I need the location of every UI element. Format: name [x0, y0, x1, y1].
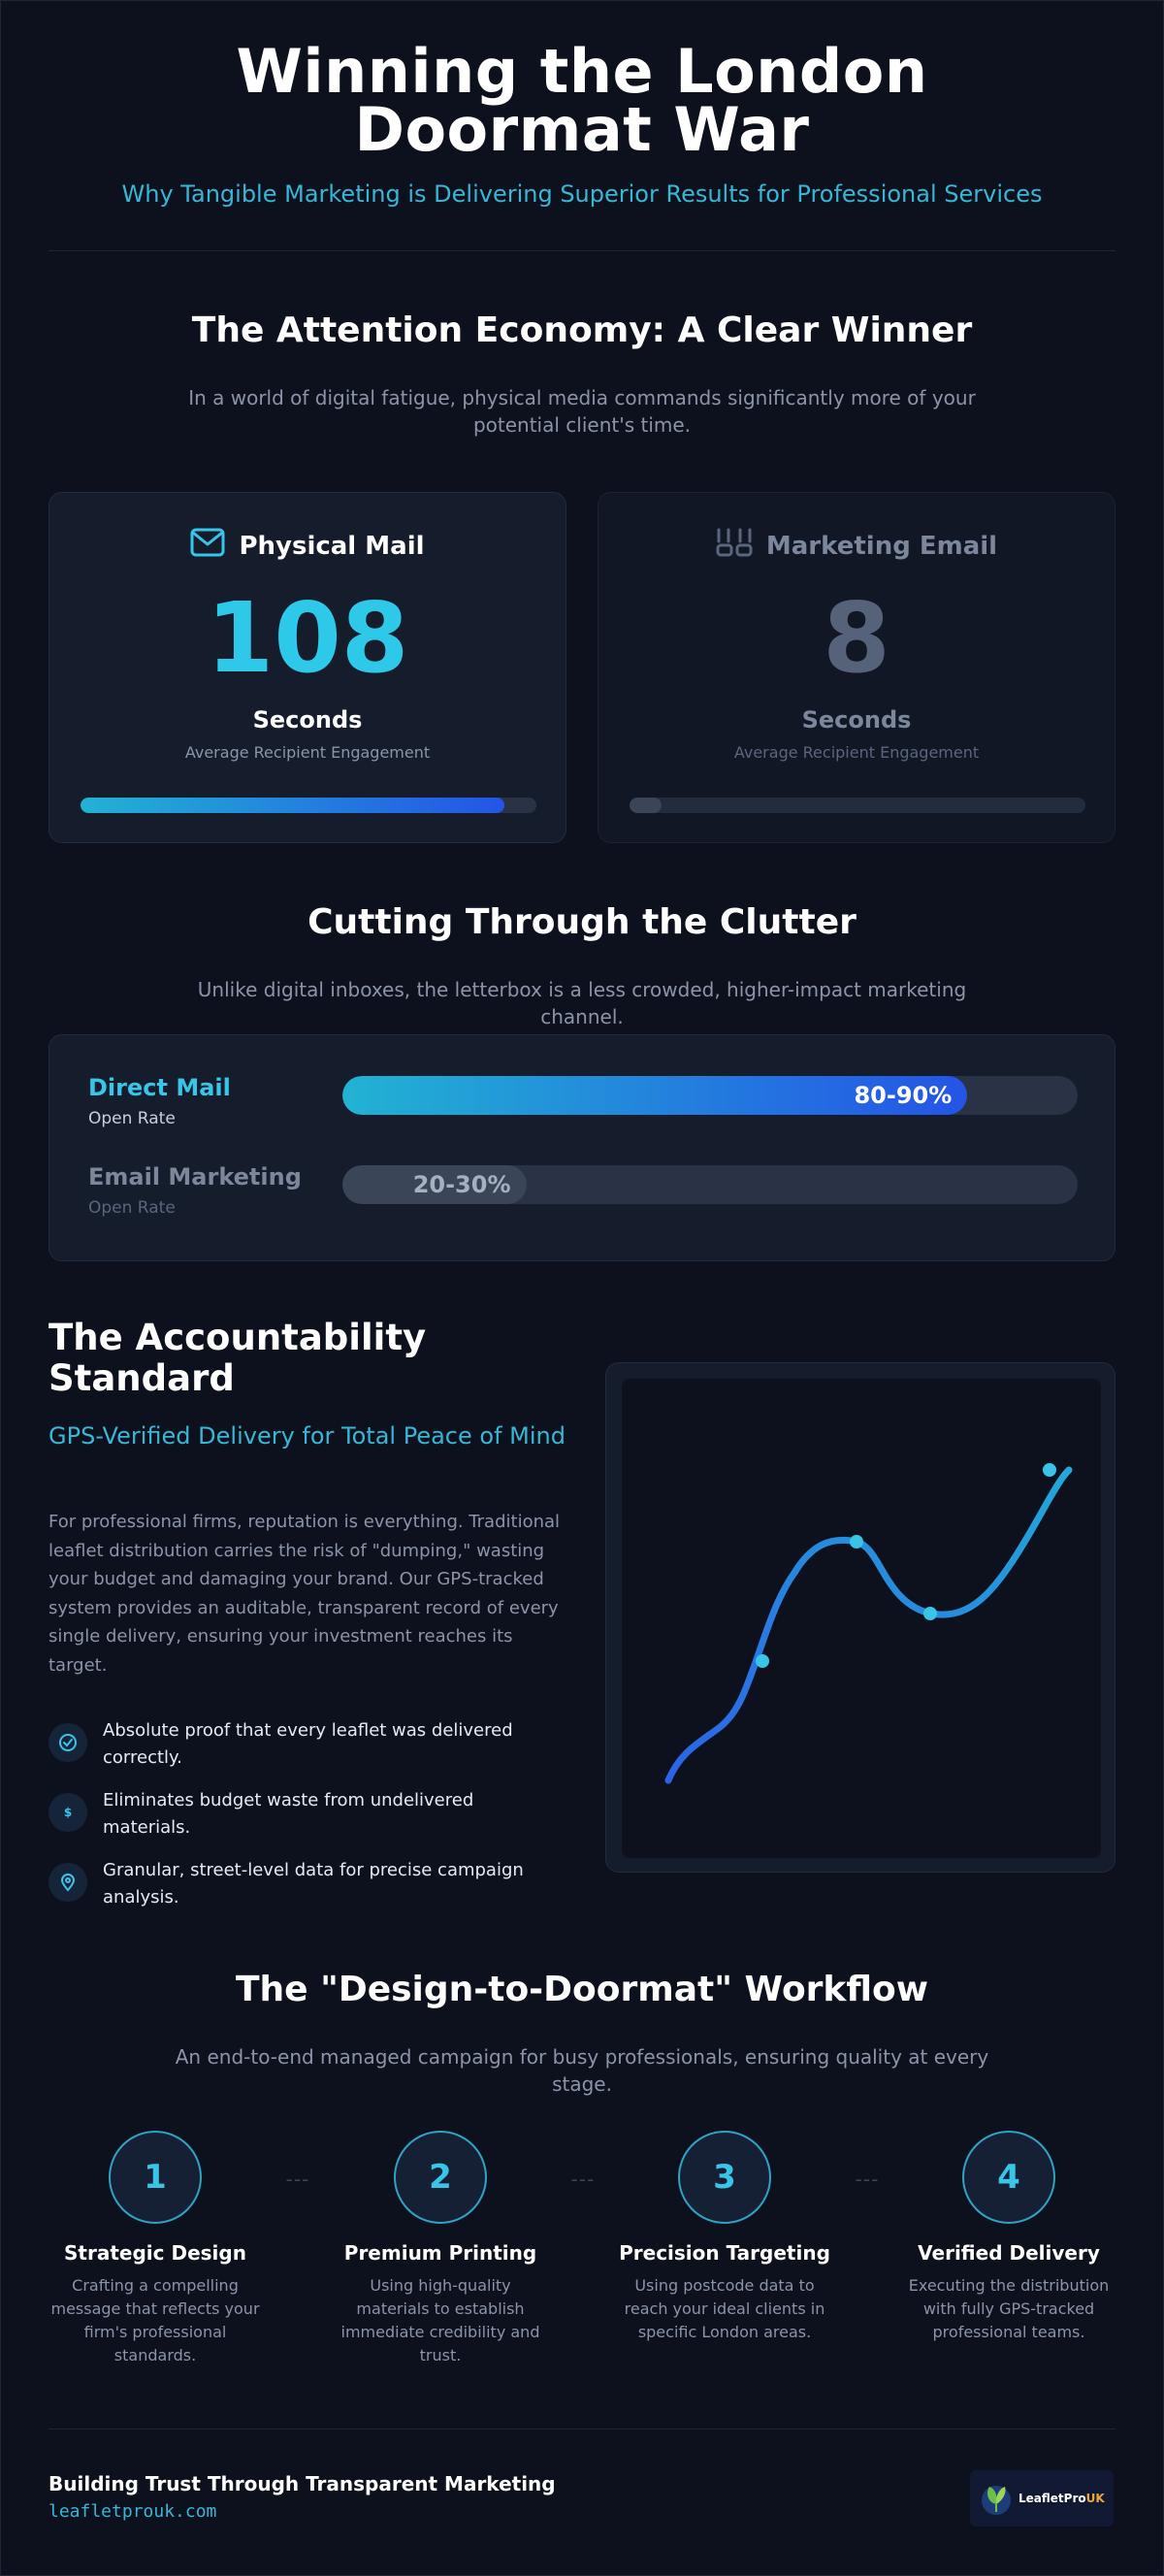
accountability-body: For professional firms, reputation is ev…	[48, 1512, 561, 1676]
bullet-proof: Absolute proof that every leaflet was de…	[48, 1717, 572, 1776]
attention-subtitle: In a world of digital fatigue, physical …	[188, 386, 976, 437]
page-title: Winning the London Doormat War	[236, 36, 928, 165]
engagement-bar	[630, 798, 1085, 813]
card-unit: Seconds	[801, 706, 912, 734]
footer-title: Building Trust Through Transparent Marke…	[48, 2472, 556, 2495]
page-subtitle: Why Tangible Marketing is Delivering Sup…	[121, 180, 1043, 208]
rate-bar: 20-30%	[342, 1165, 1078, 1204]
mail-icon	[190, 528, 225, 564]
step-name: Premium Printing	[343, 2241, 537, 2265]
brand-logo[interactable]: LeafletProUK	[970, 2470, 1114, 2527]
step-name: Precision Targeting	[619, 2241, 830, 2265]
route-point	[923, 1607, 937, 1620]
bullet-text: Absolute proof that every leaflet was de…	[103, 1720, 513, 1768]
inbox-icon	[716, 528, 753, 564]
step-description: Crafting a compelling message that refle…	[50, 2276, 260, 2364]
rate-row-direct-mail: Direct Mail Open Rate 80-90%	[88, 1074, 1078, 1132]
card-caption: Average Recipient Engagement	[733, 743, 980, 762]
bullet-text: Granular, street-level data for precise …	[103, 1860, 524, 1908]
rate-subtitle: Open Rate	[88, 1198, 176, 1218]
card-label: Physical Mail	[239, 531, 425, 561]
step-connector: ---	[855, 2168, 880, 2191]
accountability-title: The Accountability Standard	[48, 1317, 427, 1399]
leaf-logo-icon	[982, 2486, 1011, 2515]
rate-row-email: Email Marketing Open Rate 20-30%	[88, 1163, 1078, 1222]
workflow-title: The "Design-to-Doormat" Workflow	[235, 1970, 929, 2009]
card-label: Marketing Email	[765, 531, 998, 561]
step-number: 3	[678, 2131, 771, 2224]
logo-text: LeafletProUK	[1018, 2493, 1105, 2504]
card-header: Physical Mail	[49, 528, 566, 564]
rate-name: Direct Mail	[88, 1074, 231, 1101]
physical-mail-card: Physical Mail 108 Seconds Average Recipi…	[48, 492, 566, 843]
logo-suffix: UK	[1085, 2492, 1105, 2505]
footer-link[interactable]: leafletprouk.com	[48, 2501, 217, 2522]
step-name: Verified Delivery	[918, 2241, 1100, 2265]
route-point	[756, 1654, 769, 1668]
divider	[48, 250, 1116, 251]
card-value: 8	[823, 581, 890, 695]
engagement-bar-fill	[81, 798, 505, 813]
rate-bar: 80-90%	[342, 1076, 1078, 1115]
step-description: Using postcode data to reach your ideal …	[624, 2276, 825, 2341]
rate-value: 80-90%	[854, 1082, 953, 1109]
step-number: 2	[394, 2131, 487, 2224]
bullet-text: Eliminates budget waste from undelivered…	[103, 1790, 474, 1838]
marketing-email-card: Marketing Email 8 Seconds Average Recipi…	[598, 492, 1116, 843]
bullet-data: Granular, street-level data for precise …	[48, 1857, 572, 1915]
open-rate-panel: Direct Mail Open Rate 80-90% Email Marke…	[48, 1034, 1116, 1261]
step-description: Executing the distribution with fully GP…	[908, 2276, 1110, 2341]
rate-value: 20-30%	[412, 1171, 511, 1198]
route-point	[1043, 1463, 1056, 1477]
accountability-subtitle: GPS-Verified Delivery for Total Peace of…	[48, 1422, 566, 1450]
attention-title: The Attention Economy: A Clear Winner	[191, 310, 973, 350]
logo-wordmark: LeafletProUK	[1018, 2493, 1105, 2504]
step-connector: ---	[570, 2168, 596, 2191]
step-name: Strategic Design	[64, 2241, 246, 2265]
step-number: 4	[962, 2131, 1055, 2224]
workflow-subtitle: An end-to-end managed campaign for busy …	[175, 2045, 989, 2096]
card-value: 108	[206, 581, 409, 695]
step-connector: ---	[285, 2168, 310, 2191]
card-caption: Average Recipient Engagement	[184, 743, 431, 762]
engagement-bar-fill	[630, 798, 662, 813]
clutter-title: Cutting Through the Clutter	[307, 902, 857, 942]
step-number: 1	[109, 2131, 202, 2224]
logo-name: LeafletPro	[1018, 2492, 1086, 2505]
check-circle-icon	[48, 1723, 87, 1762]
bullet-budget: $ Eliminates budget waste from undeliver…	[48, 1787, 572, 1845]
svg-text:$: $	[64, 1806, 72, 1819]
gps-route-line	[664, 1466, 1073, 1784]
rate-bar-fill: 20-30%	[342, 1165, 527, 1204]
step-description: Using high-quality materials to establis…	[340, 2276, 540, 2364]
rate-bar-fill: 80-90%	[342, 1076, 968, 1115]
dollar-icon: $	[48, 1793, 87, 1832]
card-unit: Seconds	[252, 706, 363, 734]
map-pin-icon	[48, 1863, 87, 1902]
rate-name: Email Marketing	[88, 1163, 302, 1190]
gps-route-canvas	[622, 1379, 1101, 1858]
card-header: Marketing Email	[598, 528, 1115, 564]
rate-subtitle: Open Rate	[88, 1109, 176, 1128]
clutter-subtitle: Unlike digital inboxes, the letterbox is…	[197, 978, 967, 1028]
route-point	[850, 1535, 863, 1549]
gps-route-svg	[664, 1463, 1073, 1784]
gps-route-graphic	[605, 1362, 1116, 1873]
engagement-bar	[81, 798, 536, 813]
